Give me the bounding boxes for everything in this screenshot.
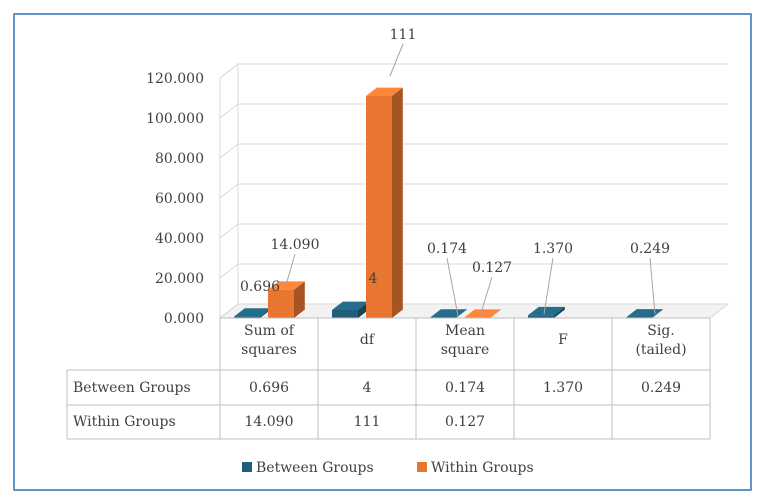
table-cell: 14.090 [245, 414, 294, 430]
legend-label: Within Groups [431, 460, 534, 476]
bar-front-1 [268, 289, 294, 318]
table-cell: 0.174 [445, 380, 485, 396]
gridline-side [219, 103, 239, 119]
category-label: F [558, 332, 568, 348]
legend-swatch [242, 462, 252, 472]
leader-line [479, 276, 493, 317]
gridline-side [219, 223, 239, 239]
gridline-side [219, 183, 239, 199]
table-row-label: Within Groups [73, 414, 176, 430]
y-tick-label: 80.000 [155, 151, 204, 167]
bar-front-0 [234, 316, 260, 318]
gridline-side [219, 143, 239, 159]
data-label: 0.127 [472, 260, 512, 276]
leader-line [543, 257, 554, 315]
y-tick-label: 0.000 [164, 311, 204, 327]
bar-top-1 [366, 87, 403, 96]
data-label: 0.696 [240, 279, 280, 295]
table-row-label: Between Groups [73, 380, 191, 396]
leader-line [649, 257, 656, 315]
gridline-side [219, 263, 239, 279]
bar-front-0 [528, 315, 554, 318]
category-label: df [360, 332, 376, 348]
bar-side-1 [294, 281, 305, 318]
data-label: 0.174 [427, 241, 467, 257]
leader-line [389, 43, 404, 77]
category-label: Sum of [244, 323, 296, 339]
table-cell: 0.127 [445, 414, 485, 430]
bar-top-0 [528, 306, 565, 316]
bar-top-0 [234, 308, 271, 317]
bar-side-0 [554, 306, 565, 318]
category-label: squares [241, 342, 297, 358]
table-cell: 1.370 [543, 380, 583, 396]
table-cell: 4 [363, 380, 372, 396]
category-label: (tailed) [635, 342, 686, 358]
bar-side-0 [652, 309, 663, 318]
category-label: square [441, 342, 490, 358]
table-cell: 0.696 [249, 380, 289, 396]
gridline-side [219, 303, 239, 319]
y-tick-label: 60.000 [155, 191, 204, 207]
bar-side-0 [456, 309, 467, 318]
bar-top-0 [332, 301, 369, 310]
category-label: Mean [445, 323, 485, 339]
leader-line [446, 257, 459, 317]
y-tick-label: 20.000 [155, 271, 204, 287]
legend-label: Between Groups [256, 460, 374, 476]
leader-line [285, 253, 296, 286]
data-label: 111 [390, 27, 417, 43]
table-cell: 0.249 [641, 380, 681, 396]
y-tick-label: 40.000 [155, 231, 204, 247]
bar-top-1 [464, 309, 501, 318]
bar-top-1 [268, 281, 305, 290]
data-label: 0.249 [630, 241, 670, 257]
data-label: 4 [369, 271, 378, 287]
bar-side-1 [490, 309, 501, 318]
bar-top-0 [626, 309, 663, 318]
bar-front-0 [332, 310, 358, 318]
data-label: 14.090 [271, 237, 320, 253]
bar-side-1 [392, 87, 403, 318]
gridline-side [219, 63, 239, 79]
table-cell: 111 [354, 414, 381, 430]
bar-front-1 [366, 96, 392, 318]
data-label: 1.370 [533, 241, 573, 257]
y-tick-label: 120.000 [146, 71, 204, 87]
y-tick-label: 100.000 [146, 111, 204, 127]
category-label: Sig. [647, 323, 674, 339]
legend-swatch [417, 462, 427, 472]
